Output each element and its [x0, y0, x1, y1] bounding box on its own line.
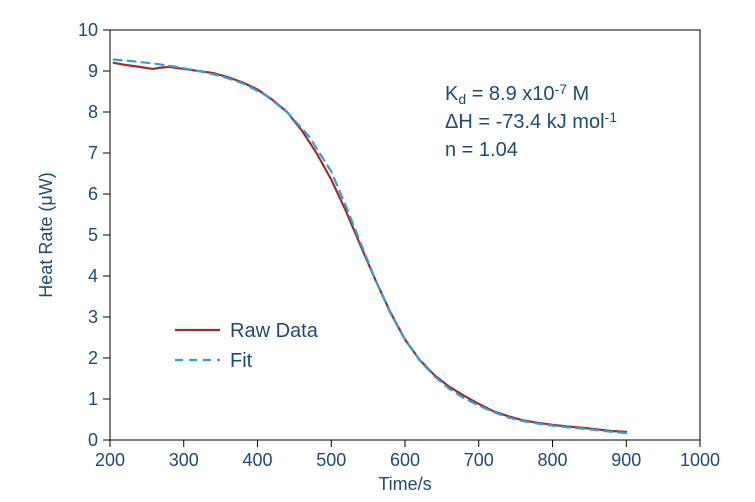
x-tick-label: 600: [390, 450, 420, 470]
y-tick-label: 10: [78, 20, 98, 40]
annotation-line: Kd = 8.9 x10-7 M: [445, 81, 589, 106]
y-tick-label: 1: [88, 389, 98, 409]
x-tick-label: 800: [537, 450, 567, 470]
y-tick-label: 9: [88, 61, 98, 81]
legend-label: Raw Data: [230, 320, 319, 342]
x-tick-label: 300: [169, 450, 199, 470]
x-tick-label: 700: [464, 450, 494, 470]
chart-bg: [0, 0, 755, 502]
x-tick-label: 500: [316, 450, 346, 470]
y-tick-label: 7: [88, 143, 98, 163]
y-axis-label: Heat Rate (μW): [36, 172, 56, 297]
x-tick-label: 200: [95, 450, 125, 470]
y-tick-label: 4: [88, 266, 98, 286]
annotation-line: ΔH = -73.4 kJ mol-1: [445, 109, 617, 133]
y-tick-label: 8: [88, 102, 98, 122]
x-tick-label: 400: [242, 450, 272, 470]
x-tick-label: 900: [611, 450, 641, 470]
chart-container: 200 300 400 500 600 700 800 900 1000 Time/s 0 1 2 3 4 5…: [0, 0, 755, 502]
y-tick-label: 5: [88, 225, 98, 245]
x-tick-label: 1000: [680, 450, 720, 470]
y-tick-label: 3: [88, 307, 98, 327]
annotation-line: n = 1.04: [445, 139, 518, 161]
x-axis-label: Time/s: [378, 474, 431, 494]
legend-label: Fit: [230, 350, 253, 372]
y-tick-label: 6: [88, 184, 98, 204]
line-chart: 200 300 400 500 600 700 800 900 1000 Time/s 0 1 2 3 4 5…: [0, 0, 755, 502]
y-tick-label: 2: [88, 348, 98, 368]
y-tick-label: 0: [88, 430, 98, 450]
